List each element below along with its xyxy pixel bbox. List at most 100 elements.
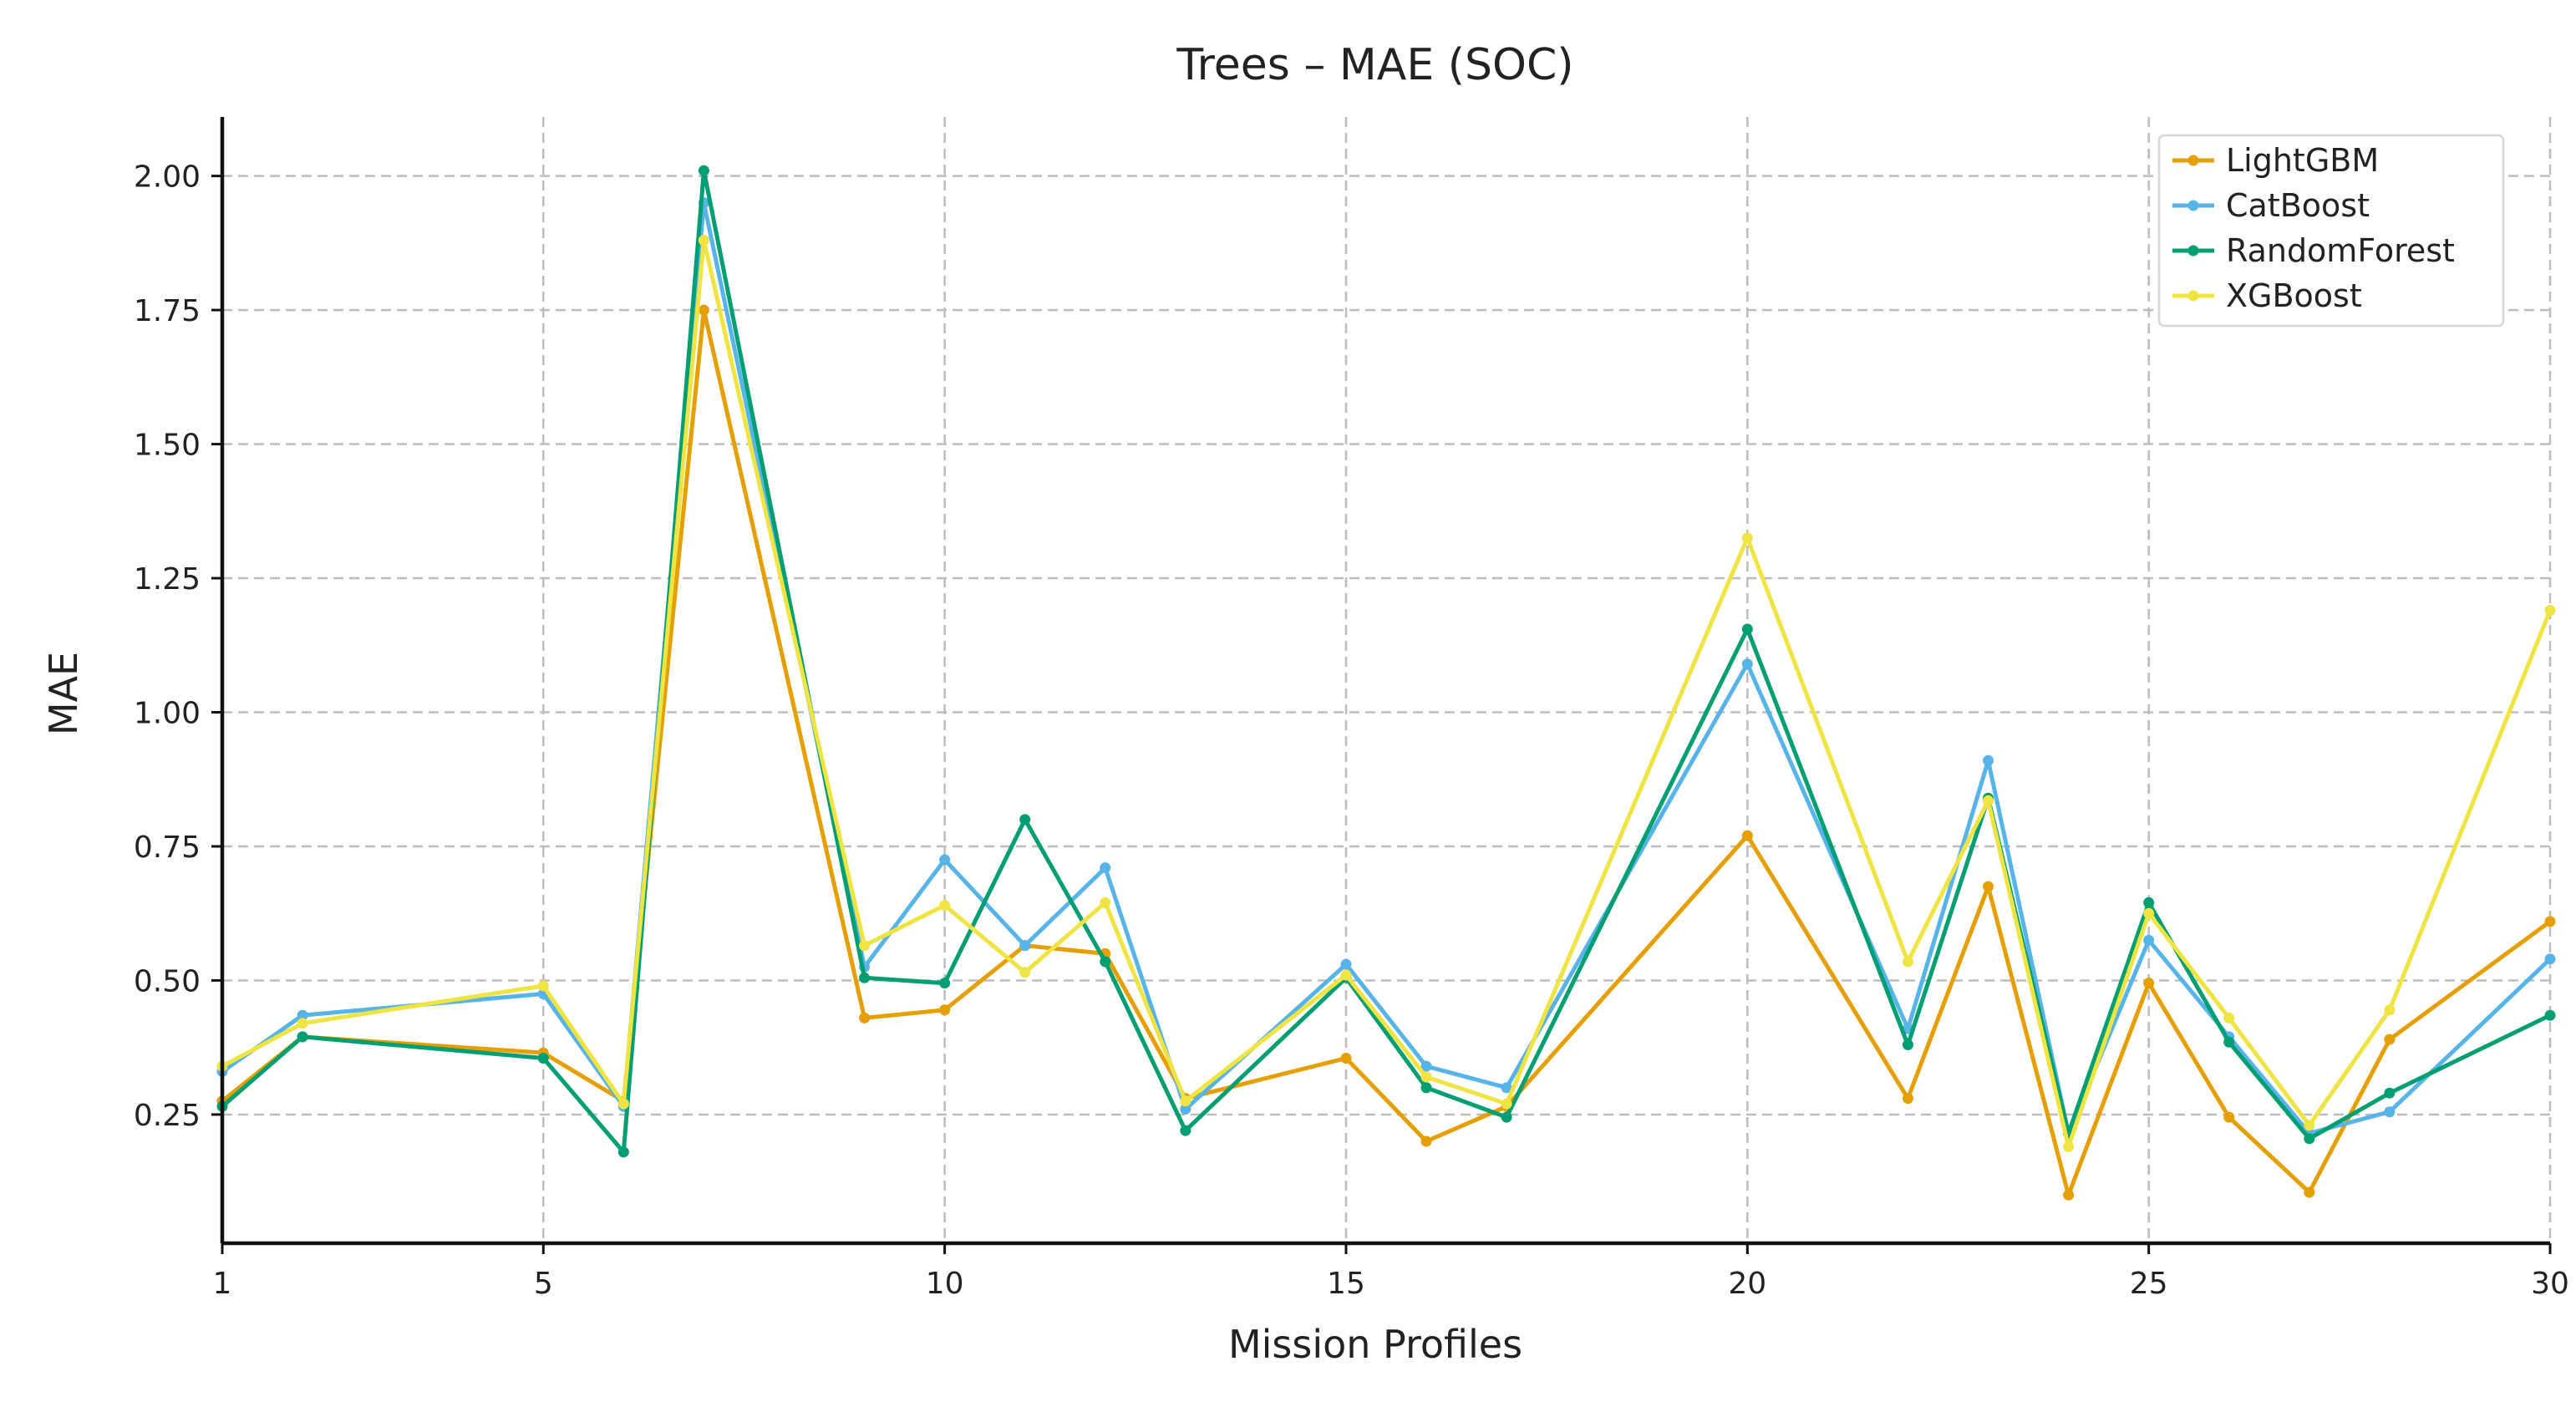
legend-swatch-marker: [2187, 200, 2199, 211]
data-point: [2143, 907, 2155, 919]
y-tick-label: 0.25: [134, 1099, 201, 1133]
data-point: [2223, 1012, 2235, 1024]
legend: LightGBM CatBoost RandomForest XGBoost: [2157, 134, 2505, 328]
data-point: [617, 1146, 629, 1158]
data-point: [297, 1018, 308, 1029]
data-point: [2384, 1106, 2396, 1118]
legend-swatch-marker: [2187, 290, 2199, 302]
data-point: [859, 940, 871, 952]
x-tick-label: 15: [1327, 1267, 1365, 1301]
legend-swatch-marker: [2187, 155, 2199, 166]
data-point: [1340, 1053, 1352, 1064]
data-point: [537, 1053, 549, 1064]
data-point: [698, 165, 709, 176]
data-point: [939, 854, 951, 866]
data-point: [859, 1012, 871, 1024]
data-point: [1420, 1071, 1432, 1083]
legend-item-xgboost: XGBoost: [2172, 277, 2362, 314]
x-tick-label: 25: [2130, 1267, 2168, 1301]
data-point: [2304, 1186, 2315, 1198]
legend-label: RandomForest: [2226, 232, 2455, 269]
data-point: [1100, 862, 1111, 874]
legend-label: LightGBM: [2226, 142, 2379, 179]
x-tick-label: 10: [926, 1267, 964, 1301]
x-axis-title: Mission Profiles: [1228, 1322, 1522, 1367]
series-lightgbm: [216, 304, 2556, 1201]
data-point: [698, 304, 709, 316]
data-point: [1180, 1104, 1191, 1115]
data-point: [939, 978, 951, 989]
data-point: [1501, 1111, 1512, 1123]
series-xgboost: [216, 235, 2556, 1152]
y-tick-label: 1.75: [134, 294, 201, 328]
data-point: [1340, 958, 1352, 970]
data-point: [1100, 956, 1111, 968]
legend-item-catboost: CatBoost: [2172, 187, 2370, 224]
data-point: [2304, 1120, 2315, 1131]
data-point: [2544, 1009, 2556, 1021]
data-point: [2384, 1087, 2396, 1099]
data-point: [1902, 1039, 1913, 1050]
y-tick-label: 1.25: [134, 562, 201, 597]
data-point: [2143, 978, 2155, 989]
legend-box: [2157, 134, 2505, 328]
data-point: [1019, 814, 1031, 825]
data-point: [1019, 940, 1031, 952]
data-point: [939, 900, 951, 912]
legend-label: CatBoost: [2226, 187, 2370, 224]
data-point: [297, 1009, 308, 1021]
data-point: [2384, 1034, 2396, 1045]
data-point: [2223, 1036, 2235, 1048]
series-line-lightgbm: [220, 307, 2553, 1197]
data-point: [1180, 1125, 1191, 1136]
legend-item-lightgbm: LightGBM: [2172, 142, 2379, 179]
data-point: [1180, 1095, 1191, 1107]
data-point: [2544, 953, 2556, 965]
y-tick-label: 1.50: [134, 429, 201, 463]
data-point: [1983, 795, 1994, 806]
chart-title: Trees – MAE (SOC): [1176, 40, 1573, 90]
data-point: [617, 1098, 629, 1110]
x-tick-label: 1: [213, 1267, 232, 1301]
data-point: [698, 235, 709, 246]
data-point: [1902, 956, 1913, 968]
data-point: [1501, 1082, 1512, 1094]
y-tick-label: 1.00: [134, 697, 201, 731]
legend-item-randomforest: RandomForest: [2172, 232, 2455, 269]
data-point: [1340, 969, 1352, 981]
data-point: [297, 1031, 308, 1043]
data-point: [1420, 1082, 1432, 1094]
y-tick-label: 2.00: [134, 160, 201, 195]
data-point: [859, 972, 871, 983]
y-tick-label: 0.50: [134, 964, 201, 998]
data-point: [2544, 605, 2556, 617]
y-tick-label: 0.75: [134, 830, 201, 865]
data-point: [2063, 1140, 2075, 1152]
data-point: [1741, 532, 1753, 544]
data-point: [1741, 658, 1753, 670]
data-point: [1100, 897, 1111, 908]
data-point: [939, 1004, 951, 1016]
data-point: [1983, 754, 1994, 766]
axes: [220, 117, 2550, 1246]
data-point: [2544, 916, 2556, 927]
y-axis-title: MAE: [41, 652, 86, 735]
data-point: [1983, 881, 1994, 892]
x-tick-label: 20: [1728, 1267, 1766, 1301]
data-point: [1741, 623, 1753, 635]
data-point: [1019, 967, 1031, 978]
data-point: [1902, 1093, 1913, 1105]
series-line-xgboost: [220, 238, 2553, 1149]
data-point: [1741, 830, 1753, 841]
data-point: [1501, 1098, 1512, 1110]
legend-swatch-marker: [2187, 245, 2199, 257]
data-point: [2063, 1189, 2075, 1201]
series-lines: [216, 165, 2556, 1201]
data-point: [1420, 1060, 1432, 1072]
data-point: [2143, 897, 2155, 908]
x-tick-label: 5: [534, 1267, 553, 1301]
data-point: [2143, 934, 2155, 946]
legend-label: XGBoost: [2226, 277, 2362, 314]
